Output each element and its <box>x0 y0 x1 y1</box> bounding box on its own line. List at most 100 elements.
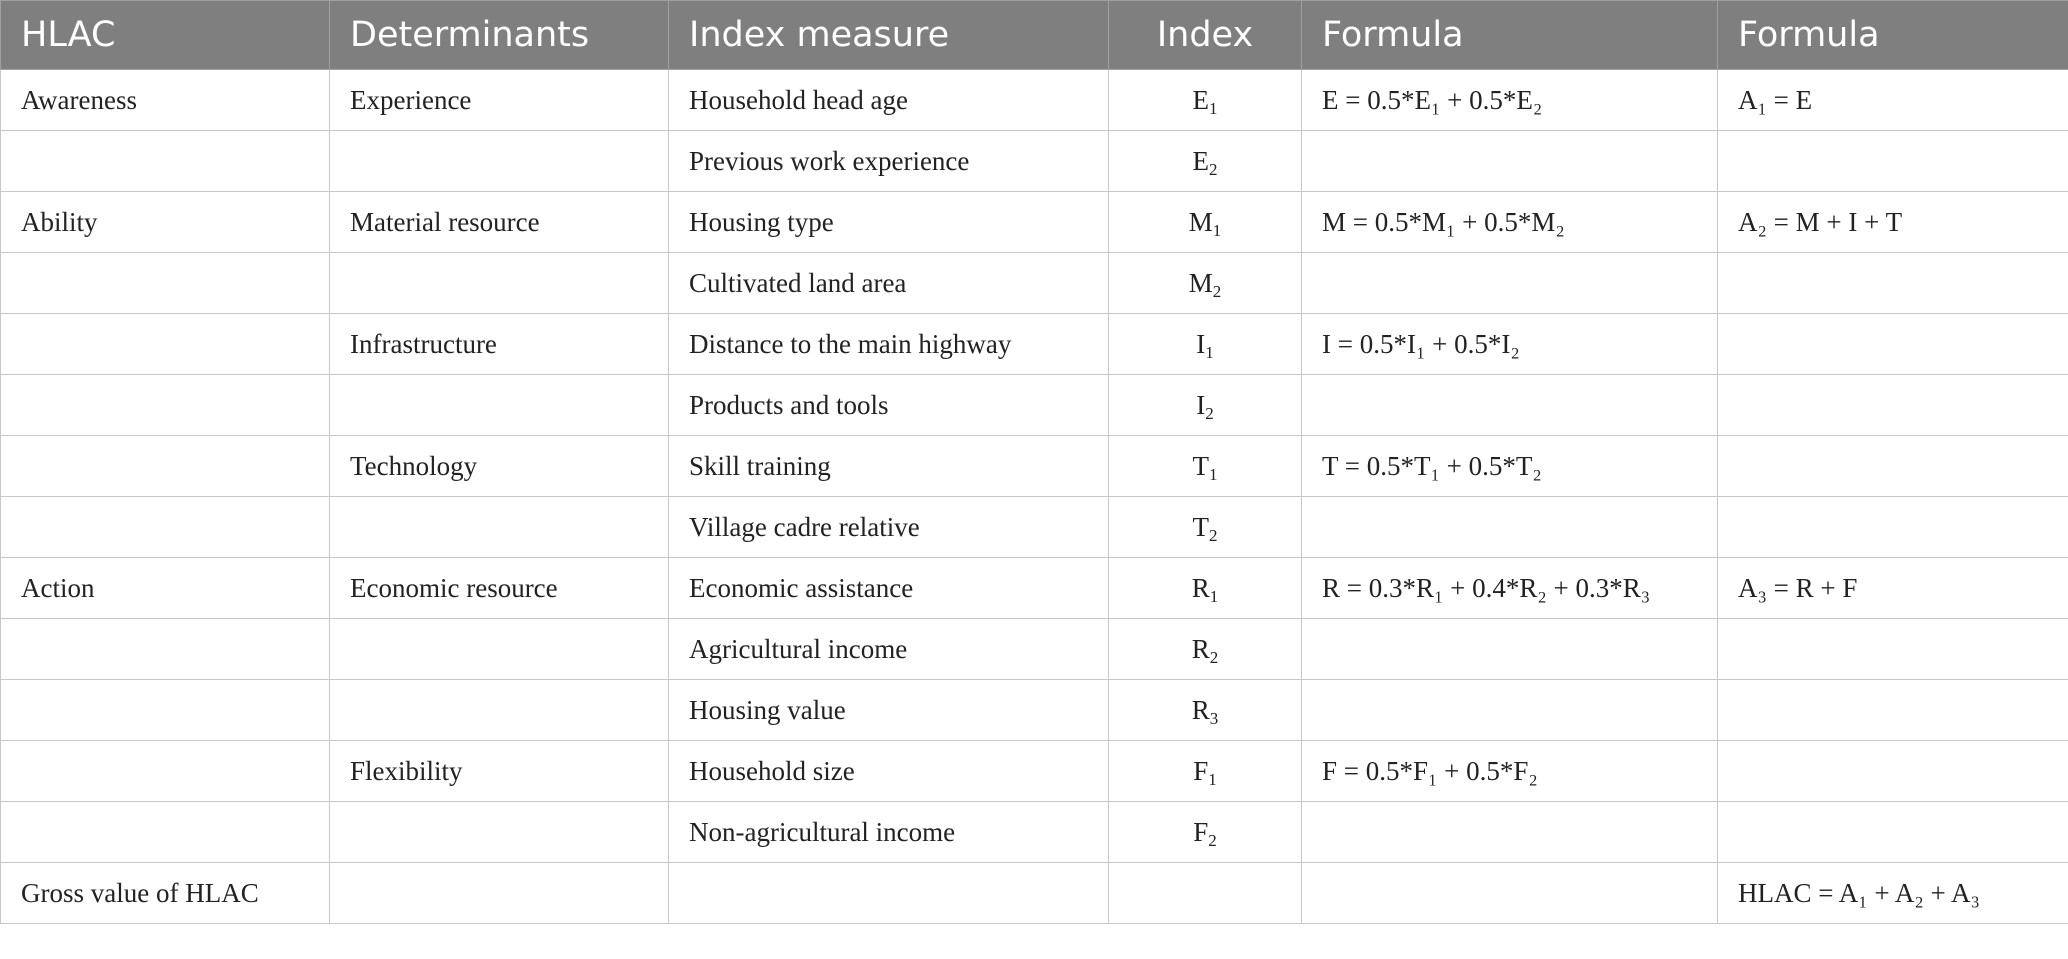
formula-cell: F = 0.5*F₁ + 0.5*F₂ <box>1301 740 1718 802</box>
table-row: Agricultural income R2 <box>0 618 2068 680</box>
formula-cell <box>1301 252 1718 314</box>
index-cell: T2 <box>1108 496 1302 558</box>
header-index: Index <box>1108 0 1302 70</box>
hlac-cell <box>0 679 330 741</box>
determinant-cell <box>329 862 669 924</box>
determinant-cell <box>329 801 669 863</box>
index-measure-cell: Economic assistance <box>668 557 1109 619</box>
header-determinants: Determinants <box>329 0 669 70</box>
dimension-formula-cell <box>1717 801 2068 863</box>
dimension-formula-cell <box>1717 435 2068 497</box>
index-measure-cell: Agricultural income <box>668 618 1109 680</box>
index-cell: F2 <box>1108 801 1302 863</box>
hlac-cell <box>0 313 330 375</box>
formula-cell: T = 0.5*T₁ + 0.5*T₂ <box>1301 435 1718 497</box>
formula-cell <box>1301 130 1718 192</box>
index-measure-cell: Distance to the main highway <box>668 313 1109 375</box>
header-hlac: HLAC <box>0 0 330 70</box>
dimension-formula-cell <box>1717 496 2068 558</box>
formula-cell: R = 0.3*R₁ + 0.4*R₂ + 0.3*R₃ <box>1301 557 1718 619</box>
formula-cell: I = 0.5*I₁ + 0.5*I₂ <box>1301 313 1718 375</box>
determinant-cell <box>329 496 669 558</box>
header-row: HLAC Determinants Index measure Index Fo… <box>0 0 2068 70</box>
table-row: Infrastructure Distance to the main high… <box>0 313 2068 375</box>
dimension-formula-cell <box>1717 252 2068 314</box>
hlac-cell <box>0 618 330 680</box>
index-measure-cell: Cultivated land area <box>668 252 1109 314</box>
formula-cell <box>1301 801 1718 863</box>
determinant-cell <box>329 252 669 314</box>
hlac-cell <box>0 252 330 314</box>
determinant-cell <box>329 130 669 192</box>
dimension-formula-cell <box>1717 130 2068 192</box>
table-row: Cultivated land area M2 <box>0 252 2068 314</box>
index-measure-cell: Household size <box>668 740 1109 802</box>
hlac-cell <box>0 374 330 436</box>
index-cell: M1 <box>1108 191 1302 253</box>
dimension-formula-cell <box>1717 313 2068 375</box>
dimension-formula-cell: A₃ = R + F <box>1717 557 2068 619</box>
determinant-cell <box>329 374 669 436</box>
table-row: Non-agricultural income F2 <box>0 801 2068 863</box>
index-cell: F1 <box>1108 740 1302 802</box>
index-cell: I2 <box>1108 374 1302 436</box>
hlac-cell <box>0 740 330 802</box>
table-row: Products and tools I2 <box>0 374 2068 436</box>
hlac-cell: Ability <box>0 191 330 253</box>
formula-cell: M = 0.5*M₁ + 0.5*M₂ <box>1301 191 1718 253</box>
table-row: Housing value R3 <box>0 679 2068 741</box>
hlac-cell <box>0 801 330 863</box>
index-measure-cell: Previous work experience <box>668 130 1109 192</box>
determinant-cell <box>329 679 669 741</box>
determinant-cell: Infrastructure <box>329 313 669 375</box>
index-cell: R3 <box>1108 679 1302 741</box>
table-row: Action Economic resource Economic assist… <box>0 557 2068 619</box>
determinant-cell: Technology <box>329 435 669 497</box>
hlac-cell <box>0 130 330 192</box>
index-cell: M2 <box>1108 252 1302 314</box>
index-cell: E1 <box>1108 69 1302 131</box>
determinant-cell: Flexibility <box>329 740 669 802</box>
index-cell: T1 <box>1108 435 1302 497</box>
hlac-cell: Gross value of HLAC <box>0 862 330 924</box>
formula-cell <box>1301 862 1718 924</box>
index-measure-cell: Household head age <box>668 69 1109 131</box>
hlac-cell: Action <box>0 557 330 619</box>
determinant-cell: Experience <box>329 69 669 131</box>
dimension-formula-cell <box>1717 618 2068 680</box>
table-row: Flexibility Household size F1 F = 0.5*F₁… <box>0 740 2068 802</box>
dimension-formula-cell <box>1717 679 2068 741</box>
table-row: Awareness Experience Household head age … <box>0 69 2068 131</box>
hlac-index-table: HLAC Determinants Index measure Index Fo… <box>0 0 2068 924</box>
table-row: Ability Material resource Housing type M… <box>0 191 2068 253</box>
formula-cell: E = 0.5*E₁ + 0.5*E₂ <box>1301 69 1718 131</box>
index-cell <box>1108 862 1302 924</box>
index-measure-cell <box>668 862 1109 924</box>
header-formula-determinant: Formula <box>1301 0 1718 70</box>
formula-cell <box>1301 496 1718 558</box>
dimension-formula-cell <box>1717 374 2068 436</box>
hlac-cell <box>0 496 330 558</box>
hlac-cell <box>0 435 330 497</box>
hlac-cell: Awareness <box>0 69 330 131</box>
determinant-cell <box>329 618 669 680</box>
formula-cell <box>1301 618 1718 680</box>
table-row: Technology Skill training T1 T = 0.5*T₁ … <box>0 435 2068 497</box>
index-measure-cell: Village cadre relative <box>668 496 1109 558</box>
dimension-formula-cell <box>1717 740 2068 802</box>
index-cell: I1 <box>1108 313 1302 375</box>
header-formula-dimension: Formula <box>1717 0 2068 70</box>
table-row: Gross value of HLAC HLAC = A₁ + A₂ + A₃ <box>0 862 2068 924</box>
determinant-cell: Economic resource <box>329 557 669 619</box>
formula-cell <box>1301 679 1718 741</box>
table-row: Previous work experience E2 <box>0 130 2068 192</box>
index-measure-cell: Products and tools <box>668 374 1109 436</box>
determinant-cell: Material resource <box>329 191 669 253</box>
dimension-formula-cell: A₂ = M + I + T <box>1717 191 2068 253</box>
dimension-formula-cell: A₁ = E <box>1717 69 2068 131</box>
dimension-formula-cell: HLAC = A₁ + A₂ + A₃ <box>1717 862 2068 924</box>
index-measure-cell: Housing type <box>668 191 1109 253</box>
index-cell: E2 <box>1108 130 1302 192</box>
header-index-measure: Index measure <box>668 0 1109 70</box>
index-measure-cell: Housing value <box>668 679 1109 741</box>
